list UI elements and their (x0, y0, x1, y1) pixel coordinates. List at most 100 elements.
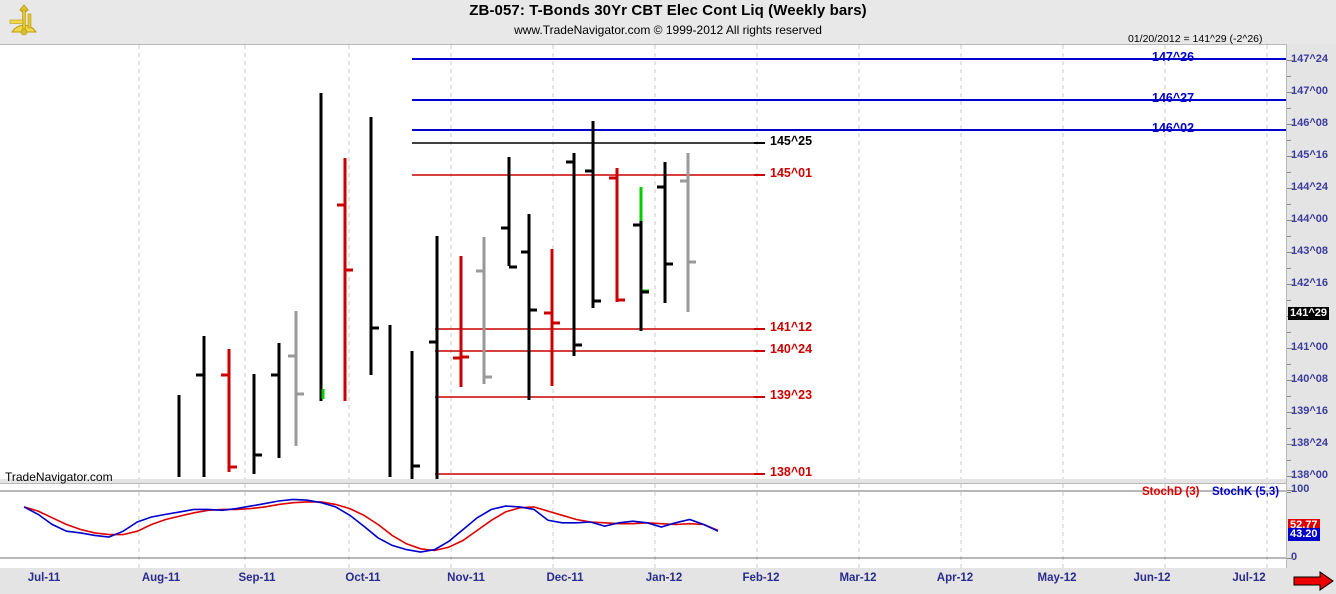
price-axis-tick (1287, 492, 1291, 493)
ohlc-bar[interactable] (410, 351, 420, 480)
price-axis-tick (1287, 172, 1291, 173)
date-axis-label: Apr-12 (936, 572, 974, 584)
sextant-logo-icon (6, 2, 42, 40)
price-axis-label: 143^08 (1291, 245, 1329, 257)
stochastic-axis-label: 0 (1291, 551, 1298, 563)
price-axis-tick (1287, 76, 1291, 77)
level-dash (754, 350, 765, 352)
level-label-146-02[interactable]: 146^02 (1152, 121, 1195, 135)
level-label-147-26[interactable]: 147^26 (1152, 50, 1195, 64)
price-plot[interactable] (0, 45, 1286, 480)
ohlc-bar[interactable] (288, 311, 304, 446)
quote-readout: 01/20/2012 = 141^29 (-2^26) (1128, 33, 1263, 45)
stochastic-pane[interactable] (0, 483, 1286, 570)
price-axis-tick (1287, 428, 1291, 429)
price-axis-tick (1287, 204, 1291, 205)
price-axis-tick (1287, 460, 1291, 461)
date-axis-label: Oct-11 (345, 572, 381, 584)
price-axis-label: 147^24 (1291, 53, 1329, 65)
pane-divider (0, 479, 1286, 483)
ohlc-bar[interactable] (337, 158, 353, 401)
price-axis-tick (1287, 476, 1294, 477)
ohlc-bar[interactable] (429, 236, 439, 480)
price-axis-label: 141^00 (1291, 341, 1329, 353)
price-axis-tick (1287, 92, 1294, 93)
price-axis-label: 139^16 (1291, 405, 1329, 417)
price-axis-tick (1287, 156, 1294, 157)
stochastic-axis-tick (1287, 490, 1294, 491)
ohlc-bar[interactable] (521, 214, 537, 400)
price-axis-label: 140^08 (1291, 373, 1329, 385)
ohlc-bar[interactable] (680, 153, 696, 312)
page-title: ZB-057: T-Bonds 30Yr CBT Elec Cont Liq (… (469, 2, 867, 19)
price-axis-tick (1287, 348, 1294, 349)
ohlc-bar[interactable] (501, 157, 517, 269)
level-label-145-01[interactable]: 145^01 (770, 166, 813, 180)
ohlc-bar[interactable] (453, 256, 469, 387)
price-axis-tick (1287, 300, 1291, 301)
level-label-146-27[interactable]: 146^27 (1152, 91, 1195, 105)
ohlc-bar[interactable] (566, 153, 582, 356)
price-axis-tick (1287, 444, 1294, 445)
right-arrow-marker[interactable] (1293, 571, 1334, 591)
price-axis-label: 138^24 (1291, 437, 1329, 449)
date-axis-label: Jul-12 (1232, 572, 1266, 584)
stoch-k-line[interactable] (23, 498, 719, 553)
date-axis[interactable]: Jul-11 Aug-11 Sep-11 Oct-11 Nov-11 Dec-11 Jan-… (0, 568, 1336, 594)
price-axis-tick (1287, 252, 1294, 253)
watermark: TradeNavigator.com (5, 470, 113, 484)
price-axis-tick (1287, 60, 1294, 61)
level-dash (754, 142, 765, 144)
level-dash (1136, 129, 1147, 131)
price-axis-label: 142^16 (1291, 277, 1329, 289)
date-axis-label: Sep-11 (238, 572, 276, 584)
level-label-141-12[interactable]: 141^12 (770, 320, 813, 334)
legend-entry[interactable]: StochD (3) (1142, 486, 1200, 498)
ohlc-bar[interactable] (476, 237, 492, 384)
legend-entry[interactable]: StochK (5,3) (1212, 486, 1280, 498)
level-label-139-23[interactable]: 139^23 (770, 388, 813, 402)
date-axis-label: Nov-11 (447, 572, 485, 584)
price-axis-tick (1287, 124, 1294, 125)
price-axis-tick (1287, 140, 1291, 141)
chart-header: ZB-057: T-Bonds 30Yr CBT Elec Cont Liq (… (0, 0, 1336, 44)
ohlc-bar[interactable] (633, 221, 649, 331)
price-pane[interactable] (0, 44, 1286, 480)
date-axis-label: Jan-12 (645, 572, 683, 584)
stochastic-plot[interactable] (0, 484, 1286, 569)
ohlc-bar[interactable] (585, 121, 601, 308)
level-dash (754, 473, 765, 475)
ohlc-bar[interactable] (544, 249, 560, 386)
ohlc-bar[interactable] (196, 336, 206, 477)
ohlc-bar[interactable] (657, 162, 673, 303)
price-axis-tick (1287, 220, 1294, 221)
date-axis-label: Feb-12 (742, 572, 780, 584)
ohlc-bar[interactable] (369, 117, 379, 375)
price-axis-label: 145^16 (1291, 149, 1329, 161)
copyright-subtitle: www.TradeNavigator.com © 1999-2012 All r… (514, 23, 822, 37)
ohlc-bar[interactable] (221, 349, 237, 472)
date-axis-label: Aug-11 (141, 572, 181, 584)
level-label-140-24[interactable]: 140^24 (770, 342, 813, 356)
ohlc-bar[interactable] (271, 343, 281, 458)
price-axis-tick (1287, 108, 1291, 109)
price-axis-tick (1287, 268, 1291, 269)
price-axis-label: 144^00 (1291, 213, 1329, 225)
ohlc-bar[interactable] (609, 168, 625, 302)
level-label-138-01[interactable]: 138^01 (770, 465, 813, 479)
level-dash (1136, 58, 1147, 60)
price-axis-tick (1287, 284, 1294, 285)
price-axis-tick (1287, 188, 1294, 189)
price-axis[interactable]: 147^24 147^00 146^08 145^16 144^24 144^00 143^… (1286, 44, 1336, 568)
level-dash (754, 396, 765, 398)
ohlc-bar[interactable] (252, 374, 262, 474)
stoch-k-value-tag: 43.20 (1288, 528, 1320, 541)
stochastic-axis-tick (1287, 558, 1294, 559)
price-axis-tick (1287, 396, 1291, 397)
level-label-145-25[interactable]: 145^25 (770, 134, 813, 148)
stoch-d-line[interactable] (23, 501, 719, 552)
level-dash (754, 174, 765, 176)
level-dash (754, 328, 765, 330)
price-axis-label: 138^00 (1291, 469, 1329, 481)
